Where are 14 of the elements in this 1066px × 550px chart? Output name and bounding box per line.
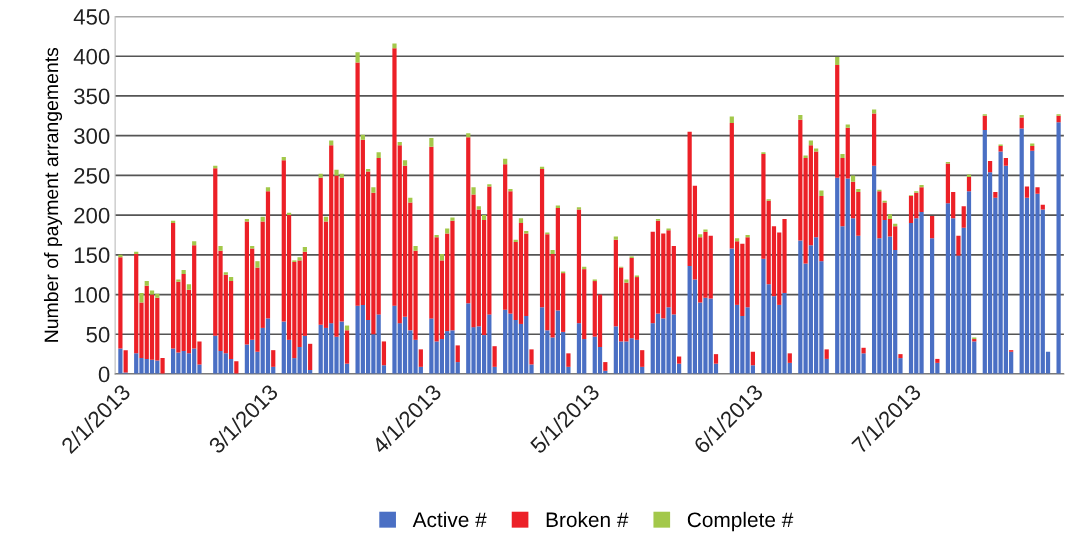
y-tick-label: 50 <box>86 326 110 343</box>
y-tick-label: 150 <box>74 247 110 264</box>
y-tick-label: 100 <box>74 287 110 303</box>
legend-label: Complete # <box>687 511 794 532</box>
y-tick-label: 200 <box>74 207 110 224</box>
y-tick-label: 250 <box>74 167 110 184</box>
y-tick-label: 400 <box>73 48 110 65</box>
y-axis-title: Number of payment arrangements <box>43 47 63 342</box>
legend-label: Active # <box>412 511 487 528</box>
y-tick-label: 300 <box>74 128 110 144</box>
y-tick-label: 350 <box>74 88 110 105</box>
legend-label: Broken # <box>546 511 629 528</box>
y-tick-label: 450 <box>73 9 110 25</box>
y-tick-label: 0 <box>98 366 110 383</box>
